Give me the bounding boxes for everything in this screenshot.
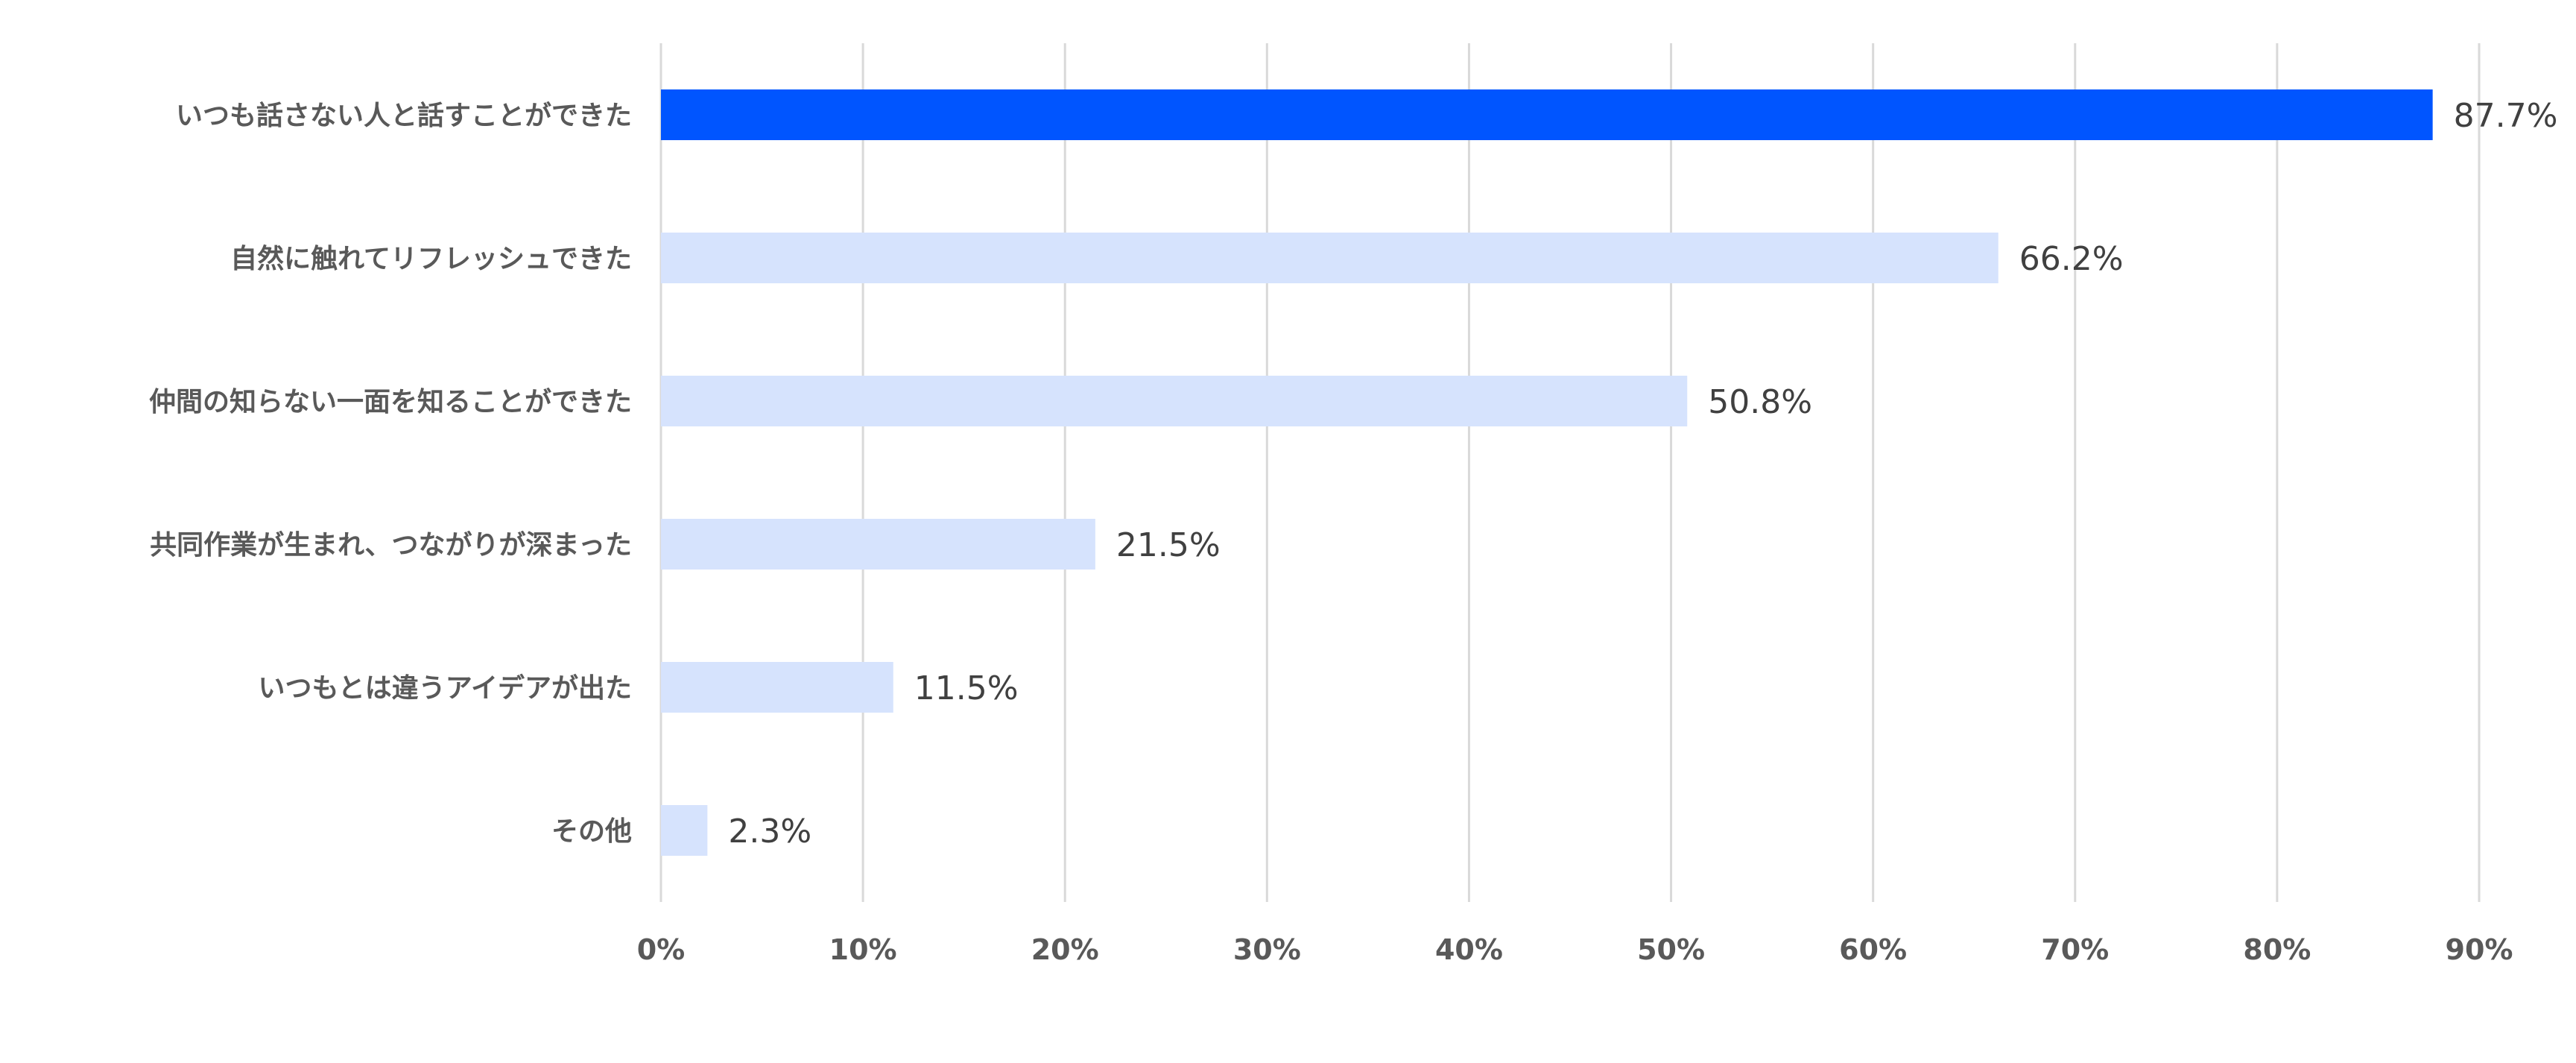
value-label-5: 2.3% — [728, 813, 811, 851]
bar-1 — [661, 233, 1999, 283]
x-tick-label-60: 60% — [1839, 933, 1907, 966]
x-tick-label-40: 40% — [1435, 933, 1503, 966]
gridlines — [659, 43, 2481, 902]
x-tick-label-30: 30% — [1233, 933, 1301, 966]
value-label-4: 11.5% — [914, 669, 1019, 707]
bar-0 — [661, 89, 2433, 140]
x-tick-label-70: 70% — [2041, 933, 2109, 966]
category-label-0: いつも話さない人と話すことができた — [176, 101, 632, 131]
bar-5 — [661, 805, 708, 856]
value-label-2: 50.8% — [1708, 383, 1812, 421]
value-labels: 87.7% 66.2% 50.8% 21.5% 11.5% 2.3% — [728, 97, 2557, 851]
x-tick-label-0: 0% — [637, 933, 686, 966]
category-labels: いつも話さない人と話すことができた自然に触れてリフレッシュできた仲間の知らない一… — [149, 101, 632, 847]
x-axis-tick-labels: 0% 10% 20% 30% 40% 50% 60% 70% 80% 90% — [637, 933, 2513, 966]
category-label-3: 共同作業が生まれ、つながりが深まった — [150, 530, 632, 561]
x-tick-label-50: 50% — [1637, 933, 1705, 966]
x-tick-label-20: 20% — [1031, 933, 1099, 966]
category-label-1: 自然に触れてリフレッシュできた — [230, 243, 632, 274]
value-label-3: 21.5% — [1116, 526, 1221, 564]
value-label-1: 66.2% — [2019, 240, 2124, 278]
bars — [661, 89, 2433, 856]
bar-3 — [661, 519, 1095, 570]
bar-2 — [661, 376, 1688, 426]
category-label-5: その他 — [551, 816, 632, 847]
category-label-2: 仲間の知らない一面を知ることができた — [149, 387, 632, 417]
category-label-4: いつもとは違うアイデアが出た — [259, 672, 632, 704]
bar-4 — [661, 662, 893, 713]
value-label-0: 87.7% — [2454, 97, 2558, 135]
x-tick-label-10: 10% — [829, 933, 897, 966]
x-tick-label-90: 90% — [2446, 933, 2513, 966]
x-tick-label-80: 80% — [2243, 933, 2311, 966]
